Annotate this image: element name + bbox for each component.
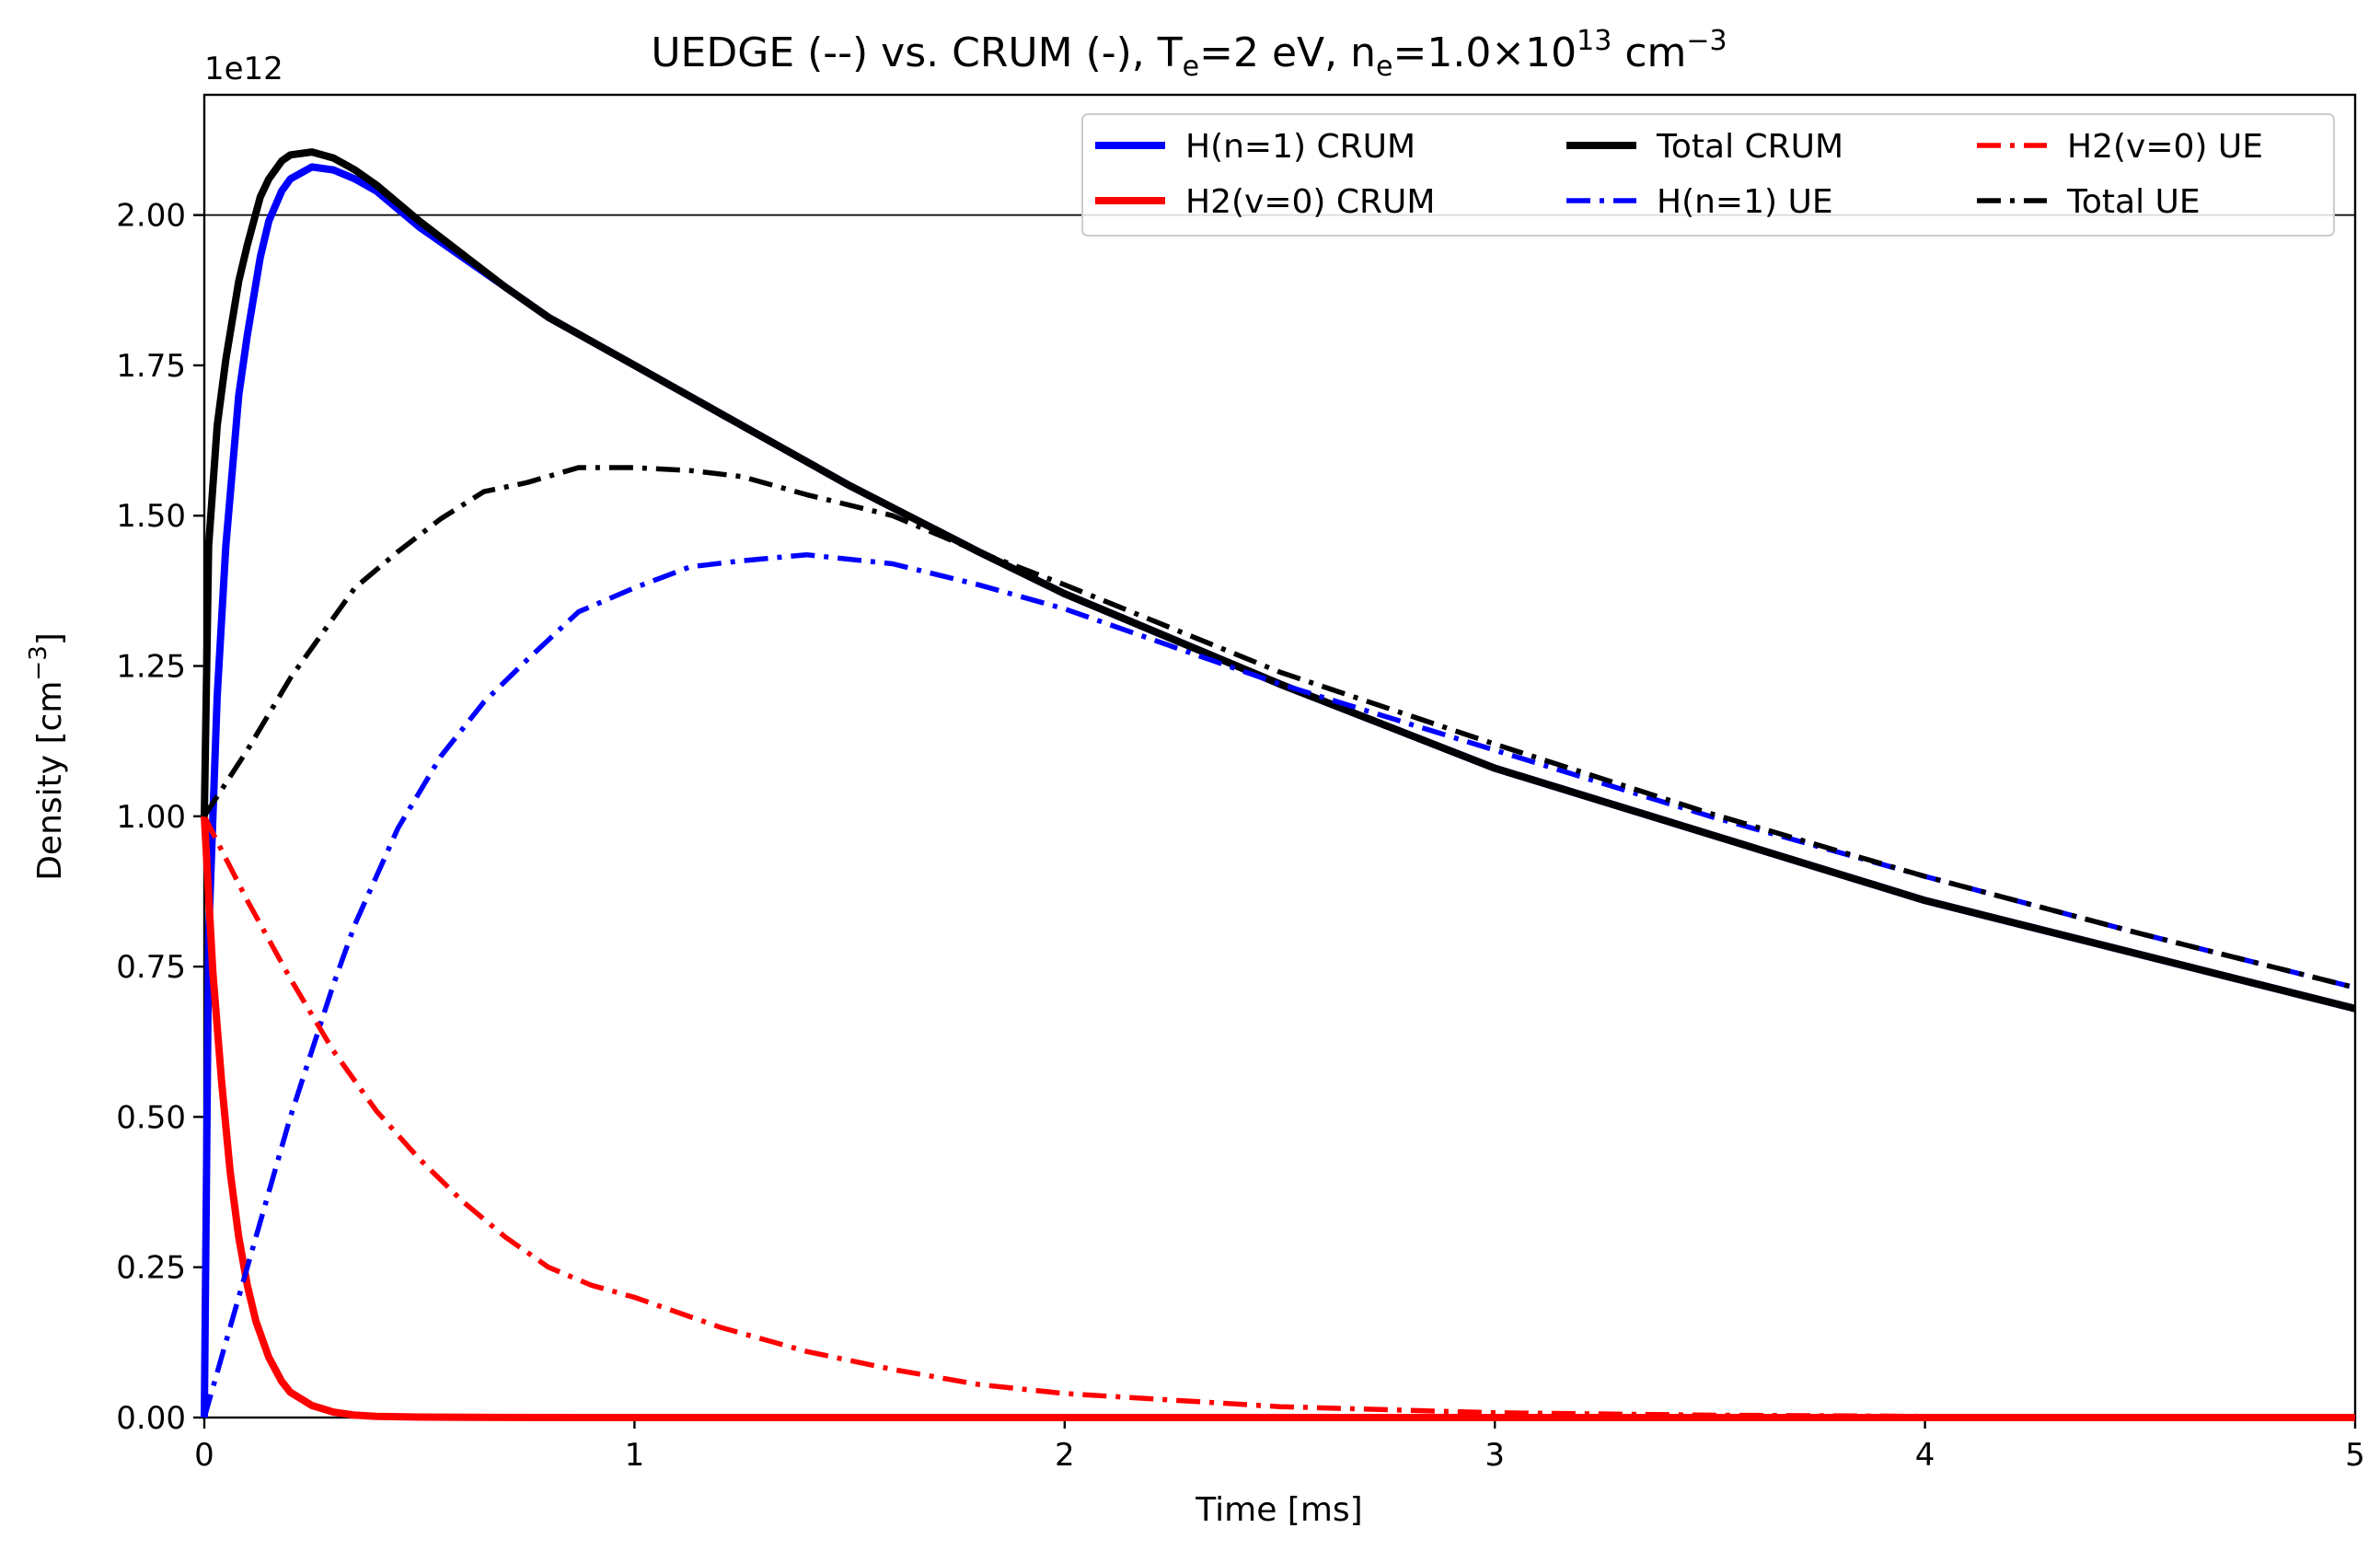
x-axis-label: Time [ms] [1195, 1491, 1362, 1529]
y-tick-label: 2.00 [116, 198, 186, 235]
x-tick-label: 2 [1055, 1437, 1075, 1474]
series-line-total-crum [201, 148, 2356, 1013]
series-line-h-n-1-ue [202, 551, 2356, 1418]
legend-label: H(n=1) CRUM [1185, 128, 1415, 166]
y-tick-label: 1.50 [116, 498, 186, 535]
legend-label: H2(v=0) CRUM [1185, 183, 1435, 221]
y-tick-label: 1.75 [116, 348, 186, 385]
y-axis-label: Density [cm−3] [25, 632, 69, 881]
series-line-h-n-1-crum [201, 163, 2356, 1418]
y-tick-label: 1.00 [116, 799, 186, 836]
series-line-h2-v-0-crum [201, 816, 2355, 1421]
y-offset-text: 1e12 [204, 51, 283, 87]
y-tick-label: 0.75 [116, 949, 186, 986]
legend-label: H(n=1) UE [1657, 183, 1833, 221]
series-line-total-ue [202, 465, 2356, 990]
series-lines [201, 148, 2356, 1421]
legend-label: Total UE [2066, 183, 2201, 221]
x-tick-label: 3 [1485, 1437, 1505, 1474]
legend: H(n=1) CRUM H2(v=0) CRUM Total CRUM H(n=1) … [1081, 113, 2335, 237]
chart-title: UEDGE (--) vs. CRUM (-), Te=2 eV, ne=1.0… [651, 25, 1727, 83]
x-tick-label: 0 [194, 1437, 214, 1474]
y-axis: 0.00 0.25 0.50 0.75 1.00 1.25 1.50 1.75 2.00 [116, 198, 204, 1437]
y-tick-label: 0.50 [116, 1099, 186, 1136]
legend-label: Total CRUM [1656, 128, 1843, 166]
legend-label: H2(v=0) UE [2067, 128, 2263, 166]
y-tick-label: 1.25 [116, 649, 186, 686]
x-tick-label: 4 [1915, 1437, 1935, 1474]
legend-box [1081, 113, 2335, 237]
x-tick-label: 1 [625, 1437, 645, 1474]
x-axis: 0 1 2 3 4 5 [194, 1418, 2365, 1474]
y-tick-label: 0.25 [116, 1250, 186, 1287]
x-tick-label: 5 [2345, 1437, 2365, 1474]
y-tick-label: 0.00 [116, 1400, 186, 1437]
plot-frame [202, 93, 2357, 1419]
series-line-h2-v-0-ue [202, 815, 2356, 1420]
